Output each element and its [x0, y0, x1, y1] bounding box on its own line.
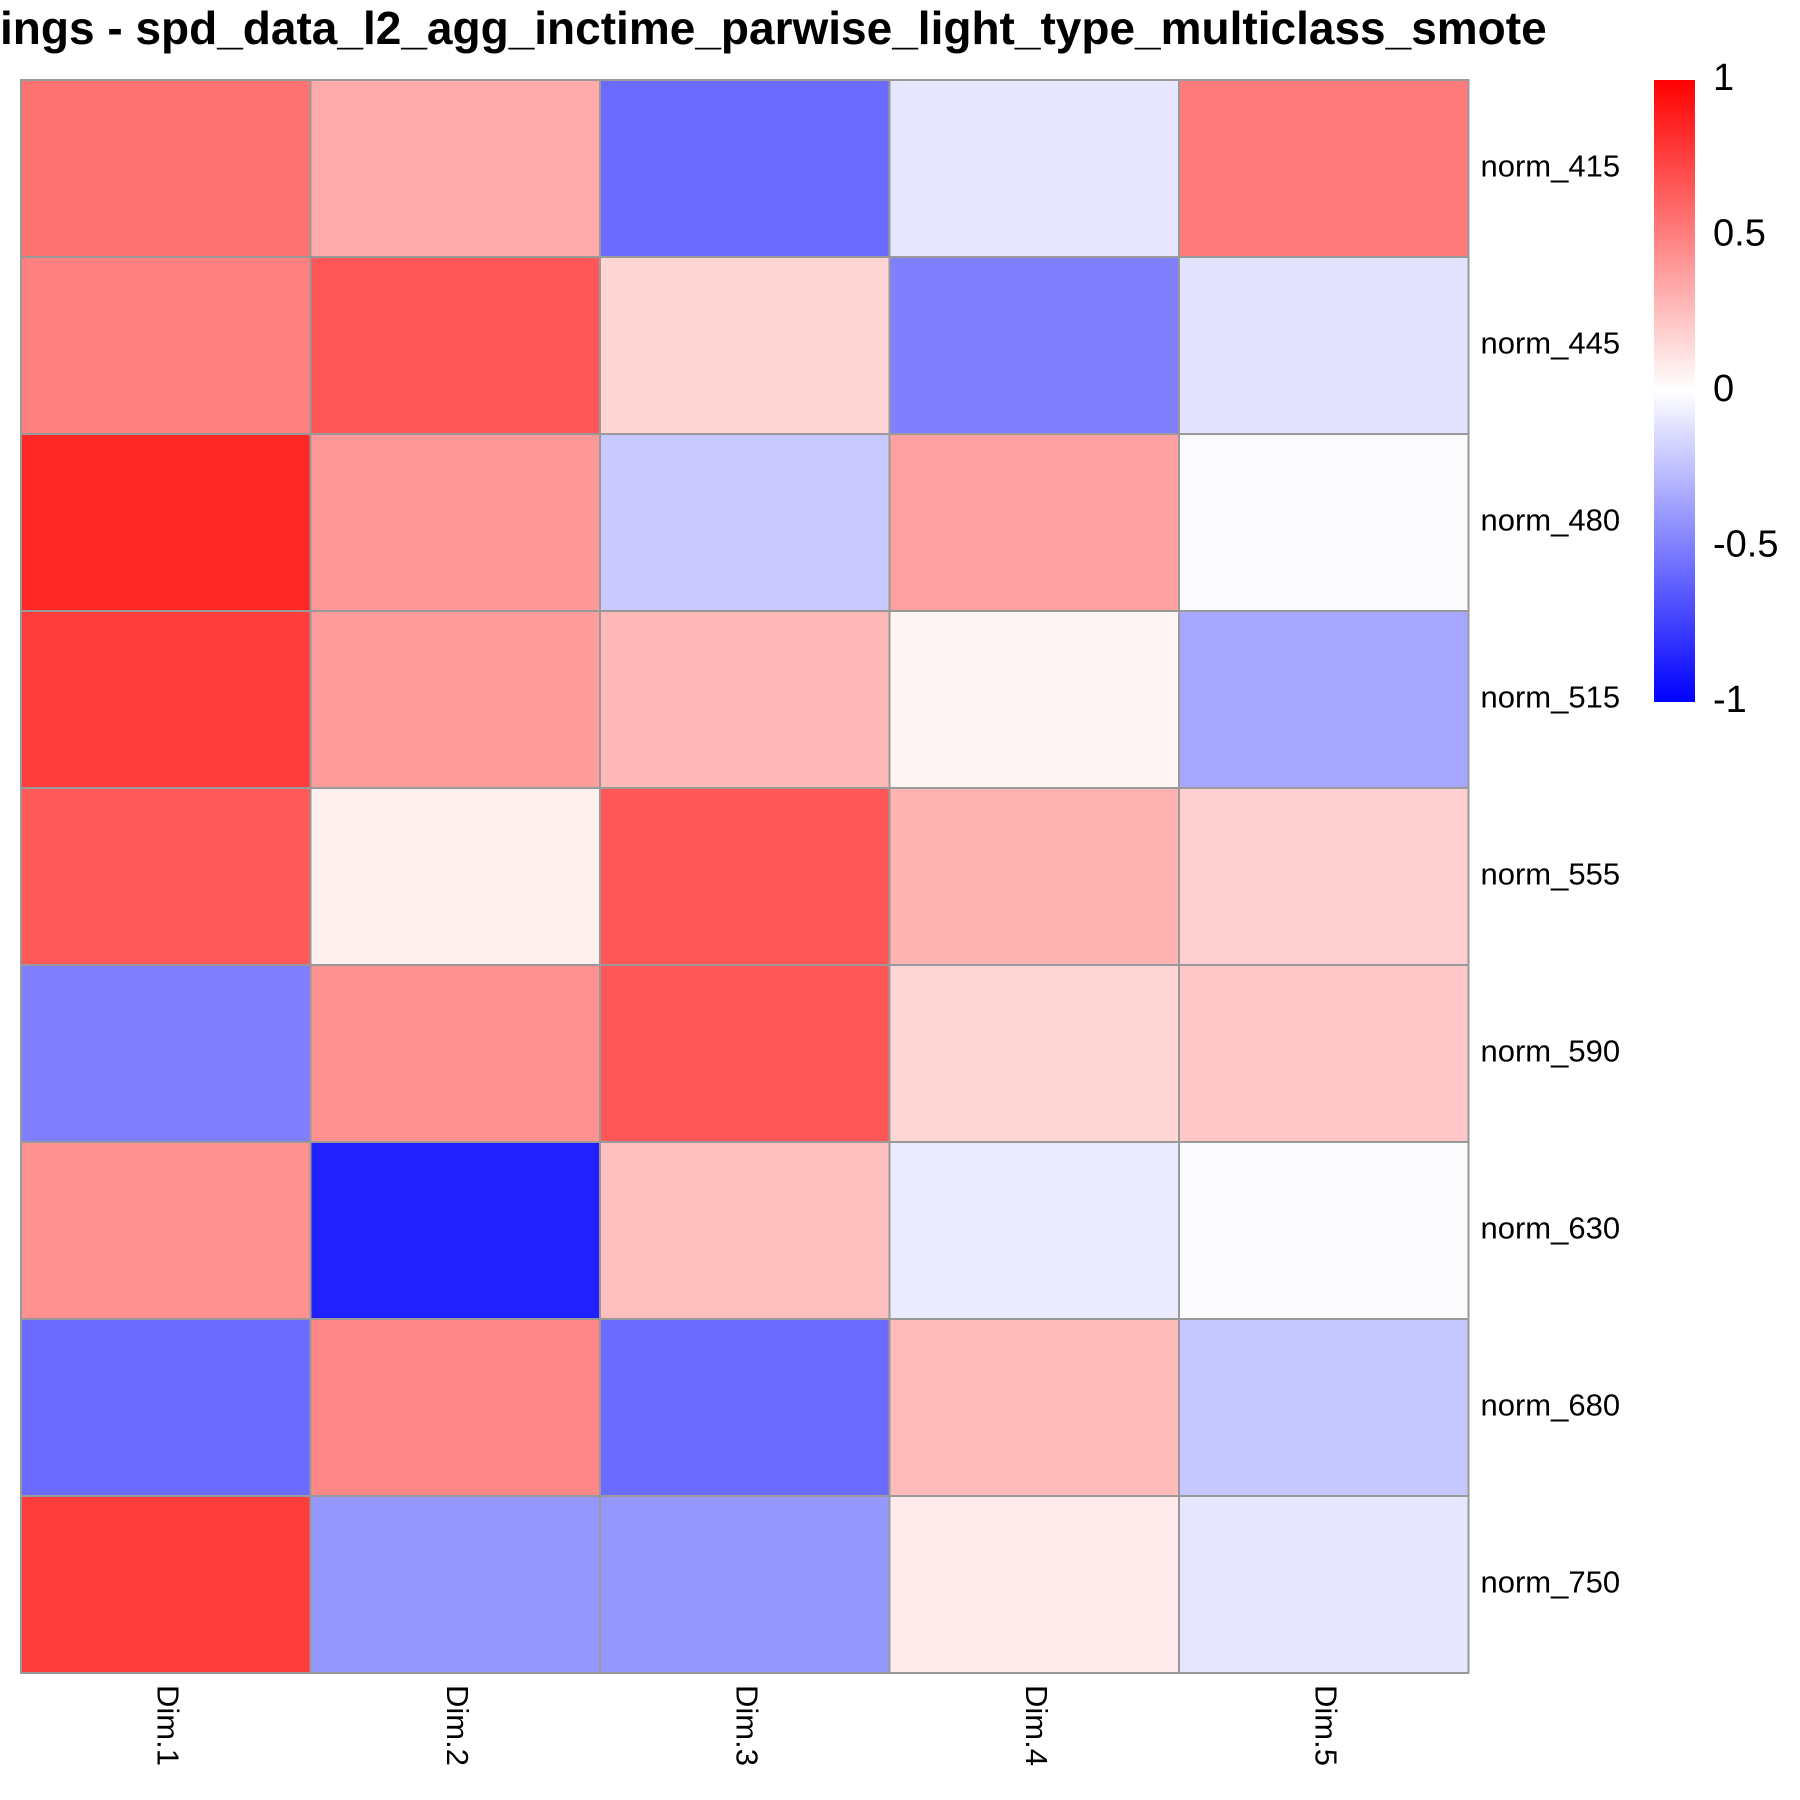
heatmap-cell-norm_415-Dim.4 — [888, 79, 1180, 258]
heatmap-cell-norm_750-Dim.4 — [888, 1495, 1180, 1674]
heatmap-cell-norm_750-Dim.3 — [599, 1495, 891, 1674]
legend-tick-label: -0.5 — [1713, 524, 1778, 566]
heatmap-cell-norm_750-Dim.2 — [309, 1495, 601, 1674]
row-label-norm_590: norm_590 — [1481, 1034, 1621, 1069]
heatmap-cell-norm_415-Dim.5 — [1178, 79, 1470, 258]
heatmap-cell-norm_630-Dim.3 — [599, 1141, 891, 1320]
color-legend-bar — [1654, 80, 1695, 702]
heatmap-cell-norm_415-Dim.3 — [599, 79, 891, 258]
column-labels: Dim.1 Dim.2 Dim.3 Dim.4 Dim.5 — [151, 1685, 1344, 1766]
heatmap-cell-norm_590-Dim.2 — [309, 964, 601, 1143]
heatmap-cell-norm_555-Dim.5 — [1178, 787, 1470, 966]
row-label-norm_750: norm_750 — [1481, 1565, 1621, 1600]
column-label-Dim-2: Dim.2 — [440, 1685, 475, 1766]
heatmap-cell-norm_555-Dim.3 — [599, 787, 891, 966]
color-legend-ticks: 1 0.5 0 -0.5 -1 — [1713, 57, 1778, 721]
heatmap-cell-norm_445-Dim.4 — [888, 256, 1180, 435]
heatmap-cell-norm_630-Dim.4 — [888, 1141, 1180, 1320]
heatmap-cell-norm_590-Dim.4 — [888, 964, 1180, 1143]
heatmap-cell-norm_555-Dim.2 — [309, 787, 601, 966]
heatmap-cell-norm_480-Dim.2 — [309, 433, 601, 612]
column-label-Dim-1: Dim.1 — [151, 1685, 186, 1766]
row-label-norm_630: norm_630 — [1481, 1211, 1621, 1246]
heatmap-cell-norm_515-Dim.1 — [20, 610, 312, 789]
heatmap-cell-norm_590-Dim.5 — [1178, 964, 1470, 1143]
heatmap-cell-norm_445-Dim.3 — [599, 256, 891, 435]
heatmap-cell-norm_680-Dim.1 — [20, 1318, 312, 1497]
heatmap-cell-norm_590-Dim.1 — [20, 964, 312, 1143]
heatmap-cells — [20, 79, 1470, 1674]
column-label-Dim-5: Dim.5 — [1309, 1685, 1344, 1766]
legend-tick-label: -1 — [1713, 679, 1747, 721]
row-label-norm_555: norm_555 — [1481, 857, 1621, 892]
heatmap-cell-norm_445-Dim.5 — [1178, 256, 1470, 435]
column-label-Dim-4: Dim.4 — [1019, 1685, 1054, 1766]
heatmap-cell-norm_515-Dim.5 — [1178, 610, 1470, 789]
heatmap-cell-norm_415-Dim.1 — [20, 79, 312, 258]
heatmap-cell-norm_515-Dim.2 — [309, 610, 601, 789]
legend-tick-label: 0 — [1713, 368, 1734, 410]
heatmap-cell-norm_555-Dim.1 — [20, 787, 312, 966]
heatmap-cell-norm_590-Dim.3 — [599, 964, 891, 1143]
heatmap-cell-norm_480-Dim.5 — [1178, 433, 1470, 612]
heatmap-cell-norm_515-Dim.3 — [599, 610, 891, 789]
heatmap-cell-norm_555-Dim.4 — [888, 787, 1180, 966]
heatmap-cell-norm_680-Dim.5 — [1178, 1318, 1470, 1497]
row-label-norm_515: norm_515 — [1481, 680, 1621, 715]
heatmap-cell-norm_630-Dim.1 — [20, 1141, 312, 1320]
heatmap-cell-norm_630-Dim.2 — [309, 1141, 601, 1320]
column-label-Dim-3: Dim.3 — [730, 1685, 765, 1766]
chart-title: ings - spd_data_l2_agg_inctime_parwise_l… — [0, 2, 1547, 54]
heatmap-cell-norm_680-Dim.2 — [309, 1318, 601, 1497]
heatmap-cell-norm_415-Dim.2 — [309, 79, 601, 258]
heatmap-cell-norm_630-Dim.5 — [1178, 1141, 1470, 1320]
legend-tick-label: 1 — [1713, 57, 1734, 99]
row-label-norm_445: norm_445 — [1481, 326, 1621, 361]
row-label-norm_480: norm_480 — [1481, 503, 1621, 538]
heatmap-cell-norm_480-Dim.4 — [888, 433, 1180, 612]
row-label-norm_680: norm_680 — [1481, 1388, 1621, 1423]
heatmap-cell-norm_515-Dim.4 — [888, 610, 1180, 789]
heatmap-cell-norm_680-Dim.4 — [888, 1318, 1180, 1497]
heatmap-cell-norm_445-Dim.2 — [309, 256, 601, 435]
heatmap-cell-norm_750-Dim.5 — [1178, 1495, 1470, 1674]
heatmap-cell-norm_480-Dim.1 — [20, 433, 312, 612]
row-labels: norm_415 norm_445 norm_480 norm_515 norm_555… — [1481, 149, 1621, 1600]
heatmap-cell-norm_680-Dim.3 — [599, 1318, 891, 1497]
legend-tick-label: 0.5 — [1713, 213, 1766, 255]
heatmap-cell-norm_480-Dim.3 — [599, 433, 891, 612]
heatmap-cell-norm_750-Dim.1 — [20, 1495, 312, 1674]
row-label-norm_415: norm_415 — [1481, 149, 1621, 184]
heatmap-cell-norm_445-Dim.1 — [20, 256, 312, 435]
